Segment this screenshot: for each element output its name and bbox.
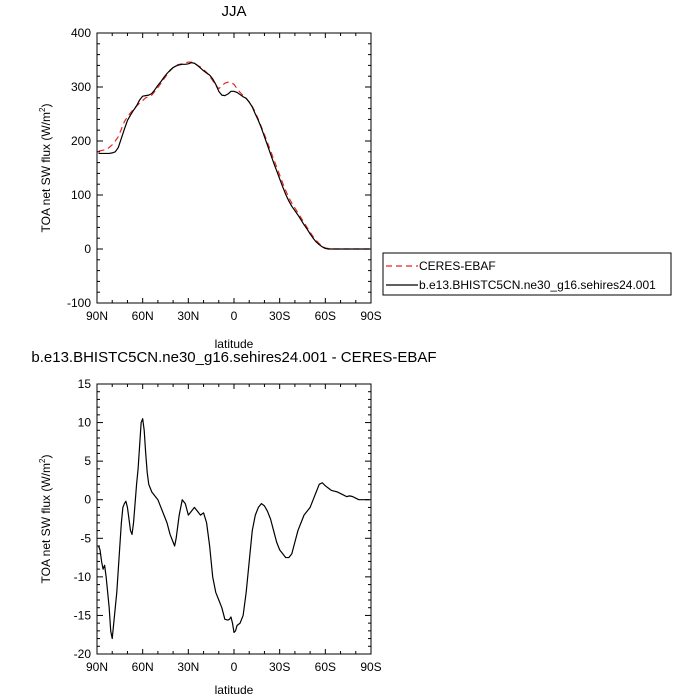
bottom-panel-y-axis-label-main: TOA net SW flux (W/m <box>39 463 53 583</box>
legend: CERES-EBAF b.e13.BHISTC5CN.ne30_g16.sehi… <box>382 252 672 296</box>
bottom-panel-y-tick-label: -5 <box>80 531 91 545</box>
bottom-panel-series-line-1 <box>97 418 370 640</box>
top-panel-y-tick-label: -100 <box>67 296 91 310</box>
top-panel-x-tick-label: 90N <box>86 309 108 323</box>
bottom-panel-x-tick-label: 60N <box>132 660 154 674</box>
bottom-panel-plot-frame <box>96 383 372 655</box>
top-panel-x-tick-label: 30N <box>177 309 199 323</box>
top-panel-x-tick-label: 90S <box>360 309 381 323</box>
bottom-panel-y-axis-label: TOA net SW flux (W/m2) <box>38 455 53 584</box>
top-panel-y-axis-label-main: TOA net SW flux (W/m <box>39 112 53 232</box>
legend-label-ceres: CERES-EBAF <box>419 259 496 273</box>
top-panel-title: JJA <box>221 3 246 20</box>
top-panel-series <box>98 61 370 250</box>
top-panel-series-line-1 <box>98 61 370 250</box>
top-panel-plot-frame <box>96 32 372 304</box>
bottom-panel-y-tick-label: -20 <box>74 647 92 661</box>
bottom-panel-x-tick-label: 0 <box>231 660 238 674</box>
top-panel-x-tick-label: 60S <box>315 309 336 323</box>
bottom-panel-title: b.e13.BHISTC5CN.ne30_g16.sehires24.001 -… <box>31 349 436 366</box>
bottom-panel-x-tick-label: 60S <box>315 660 336 674</box>
bottom-panel-y-tick-label: 5 <box>84 454 91 468</box>
bottom-panel-x-axis-label: latitude <box>215 683 254 697</box>
bottom-panel-y-tick-label: 0 <box>84 493 91 507</box>
top-panel-ticks: 90N 60N 30N 0 30S 60S 90S 400 300 200 100 0 -100 <box>67 26 382 323</box>
top-panel-x-tick-label: 0 <box>231 309 238 323</box>
bottom-panel-y-tick-label: 15 <box>78 377 92 391</box>
bottom-panel-x-tick-label: 90N <box>86 660 108 674</box>
bottom-panel-ticks: 90N 60N 30N 0 30S 60S 90S 15 10 5 0 -5 -10 -15 -20 <box>74 377 382 674</box>
top-panel-series-line-2 <box>98 62 370 250</box>
bottom-panel-y-axis-label-close: ) <box>39 455 53 459</box>
bottom-panel-y-axis-label-sup: 2 <box>38 458 47 463</box>
top-panel-y-axis-label-close: ) <box>39 104 53 108</box>
top-panel-y-tick-label: 400 <box>71 26 91 40</box>
top-panel-x-axis-label: latitude <box>215 337 254 351</box>
bottom-panel-y-tick-label: 10 <box>78 416 92 430</box>
legend-box <box>382 252 672 296</box>
bottom-panel-series <box>97 418 370 640</box>
top-panel-y-axis-label-sup: 2 <box>38 107 47 112</box>
bottom-panel-y-tick-label: -10 <box>74 570 92 584</box>
bottom-panel-y-tick-label: -15 <box>74 608 92 622</box>
top-panel-y-tick-label: 200 <box>71 134 91 148</box>
top-panel-y-axis-label: TOA net SW flux (W/m2) <box>38 104 53 233</box>
top-panel-y-tick-label: 100 <box>71 188 91 202</box>
bottom-panel: b.e13.BHISTC5CN.ne30_g16.sehires24.001 -… <box>31 349 436 697</box>
top-panel-x-tick-label: 60N <box>132 309 154 323</box>
top-panel: JJA TOA net SW flux (W/m2) latitude 90N 6… <box>38 3 382 351</box>
bottom-panel-x-tick-label: 30N <box>177 660 199 674</box>
bottom-panel-x-tick-label: 30S <box>269 660 290 674</box>
top-panel-y-tick-label: 300 <box>71 80 91 94</box>
top-panel-x-tick-label: 30S <box>269 309 290 323</box>
bottom-panel-x-tick-label: 90S <box>360 660 381 674</box>
top-panel-y-tick-label: 0 <box>84 242 91 256</box>
legend-label-model: b.e13.BHISTC5CN.ne30_g16.sehires24.001 <box>419 278 656 292</box>
